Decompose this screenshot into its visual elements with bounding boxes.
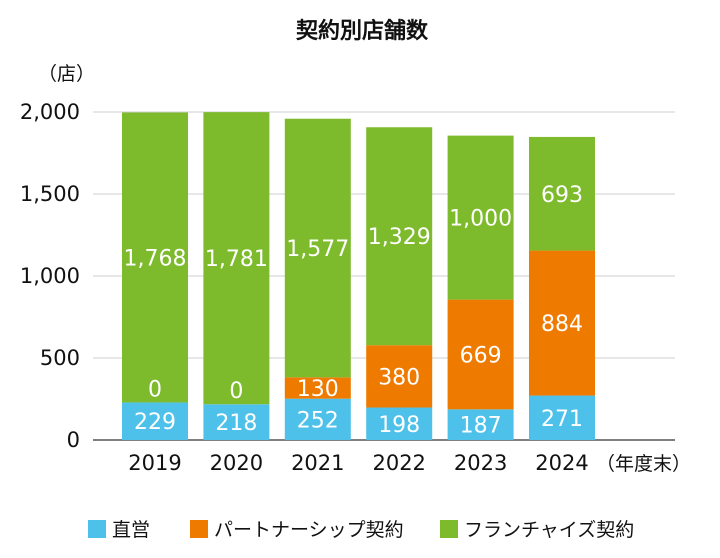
legend-swatch <box>190 520 208 538</box>
bar-2020-series-2 <box>203 112 270 405</box>
x-tick-label: 2019 <box>128 451 181 475</box>
y-tick-label: 1,500 <box>20 182 80 206</box>
data-label-2023-series-2: 1,000 <box>449 207 512 232</box>
legend-swatch <box>88 520 106 538</box>
y-tick-label: 0 <box>67 428 80 452</box>
data-label-2019-series-1: 0 <box>148 377 162 402</box>
bar-2019-series-2 <box>122 112 188 403</box>
data-label-2021-series-0: 252 <box>297 408 339 433</box>
data-label-2022-series-1: 380 <box>378 365 420 390</box>
data-label-2024-series-0: 271 <box>541 407 583 432</box>
y-tick-label: 2,000 <box>20 100 80 124</box>
data-label-2019-series-0: 229 <box>134 410 176 435</box>
bar-2023-series-2 <box>447 135 514 300</box>
x-axis-suffix: （年度末） <box>596 453 691 475</box>
x-axis-ticks: 2019 2020 2021 2022 2023 2024 <box>128 451 588 475</box>
legend-label: パートナーシップ契約 <box>214 519 404 541</box>
bar-2024-series-2 <box>529 136 595 251</box>
data-label-2019-series-2: 1,768 <box>124 246 187 271</box>
bars <box>122 112 595 440</box>
data-label-2024-series-2: 693 <box>541 183 583 208</box>
data-label-2023-series-1: 669 <box>460 343 502 368</box>
bar-2022-series-0 <box>366 407 433 440</box>
bar-2023-series-1 <box>447 299 514 410</box>
chart-title: 契約別店舗数 <box>295 18 429 44</box>
y-axis-unit: （店） <box>38 63 95 85</box>
data-label-2020-series-0: 218 <box>215 411 257 436</box>
bar-2023-series-0 <box>447 409 514 440</box>
x-tick-label: 2024 <box>535 451 588 475</box>
data-label-2022-series-0: 198 <box>378 413 420 438</box>
data-label-2021-series-1: 130 <box>297 377 339 402</box>
y-tick-label: 500 <box>40 346 80 370</box>
x-tick-label: 2023 <box>454 451 507 475</box>
bar-2019-series-0 <box>122 402 188 440</box>
data-label-2024-series-1: 884 <box>541 312 583 337</box>
legend-label: フランチャイズ契約 <box>464 519 634 541</box>
data-label-2020-series-2: 1,781 <box>205 247 268 272</box>
x-tick-label: 2020 <box>210 451 263 475</box>
bar-2021-series-0 <box>284 398 351 440</box>
bar-2024-series-0 <box>529 395 595 440</box>
legend-swatch <box>440 520 458 538</box>
data-label-2021-series-2: 1,577 <box>286 237 349 262</box>
bar-2022-series-2 <box>366 127 433 346</box>
y-tick-label: 1,000 <box>20 264 80 288</box>
y-axis-ticks: 0 500 1,000 1,500 2,000 <box>20 100 80 452</box>
bar-2021-series-2 <box>284 118 351 378</box>
data-labels: 229 0 1,768 218 0 1,781 252 130 1,577 198 380 1,329… <box>124 183 583 439</box>
x-tick-label: 2021 <box>291 451 344 475</box>
bar-2021-series-1 <box>284 377 351 399</box>
legend: 直営 パートナーシップ契約 フランチャイズ契約 <box>88 519 634 541</box>
data-label-2020-series-1: 0 <box>229 379 243 404</box>
data-label-2023-series-0: 187 <box>460 414 502 439</box>
bar-2022-series-1 <box>366 345 433 408</box>
x-tick-label: 2022 <box>372 451 425 475</box>
bar-2020-series-0 <box>203 404 270 440</box>
legend-label: 直営 <box>112 519 150 541</box>
bar-2024-series-1 <box>529 250 595 396</box>
data-label-2022-series-2: 1,329 <box>368 225 431 250</box>
